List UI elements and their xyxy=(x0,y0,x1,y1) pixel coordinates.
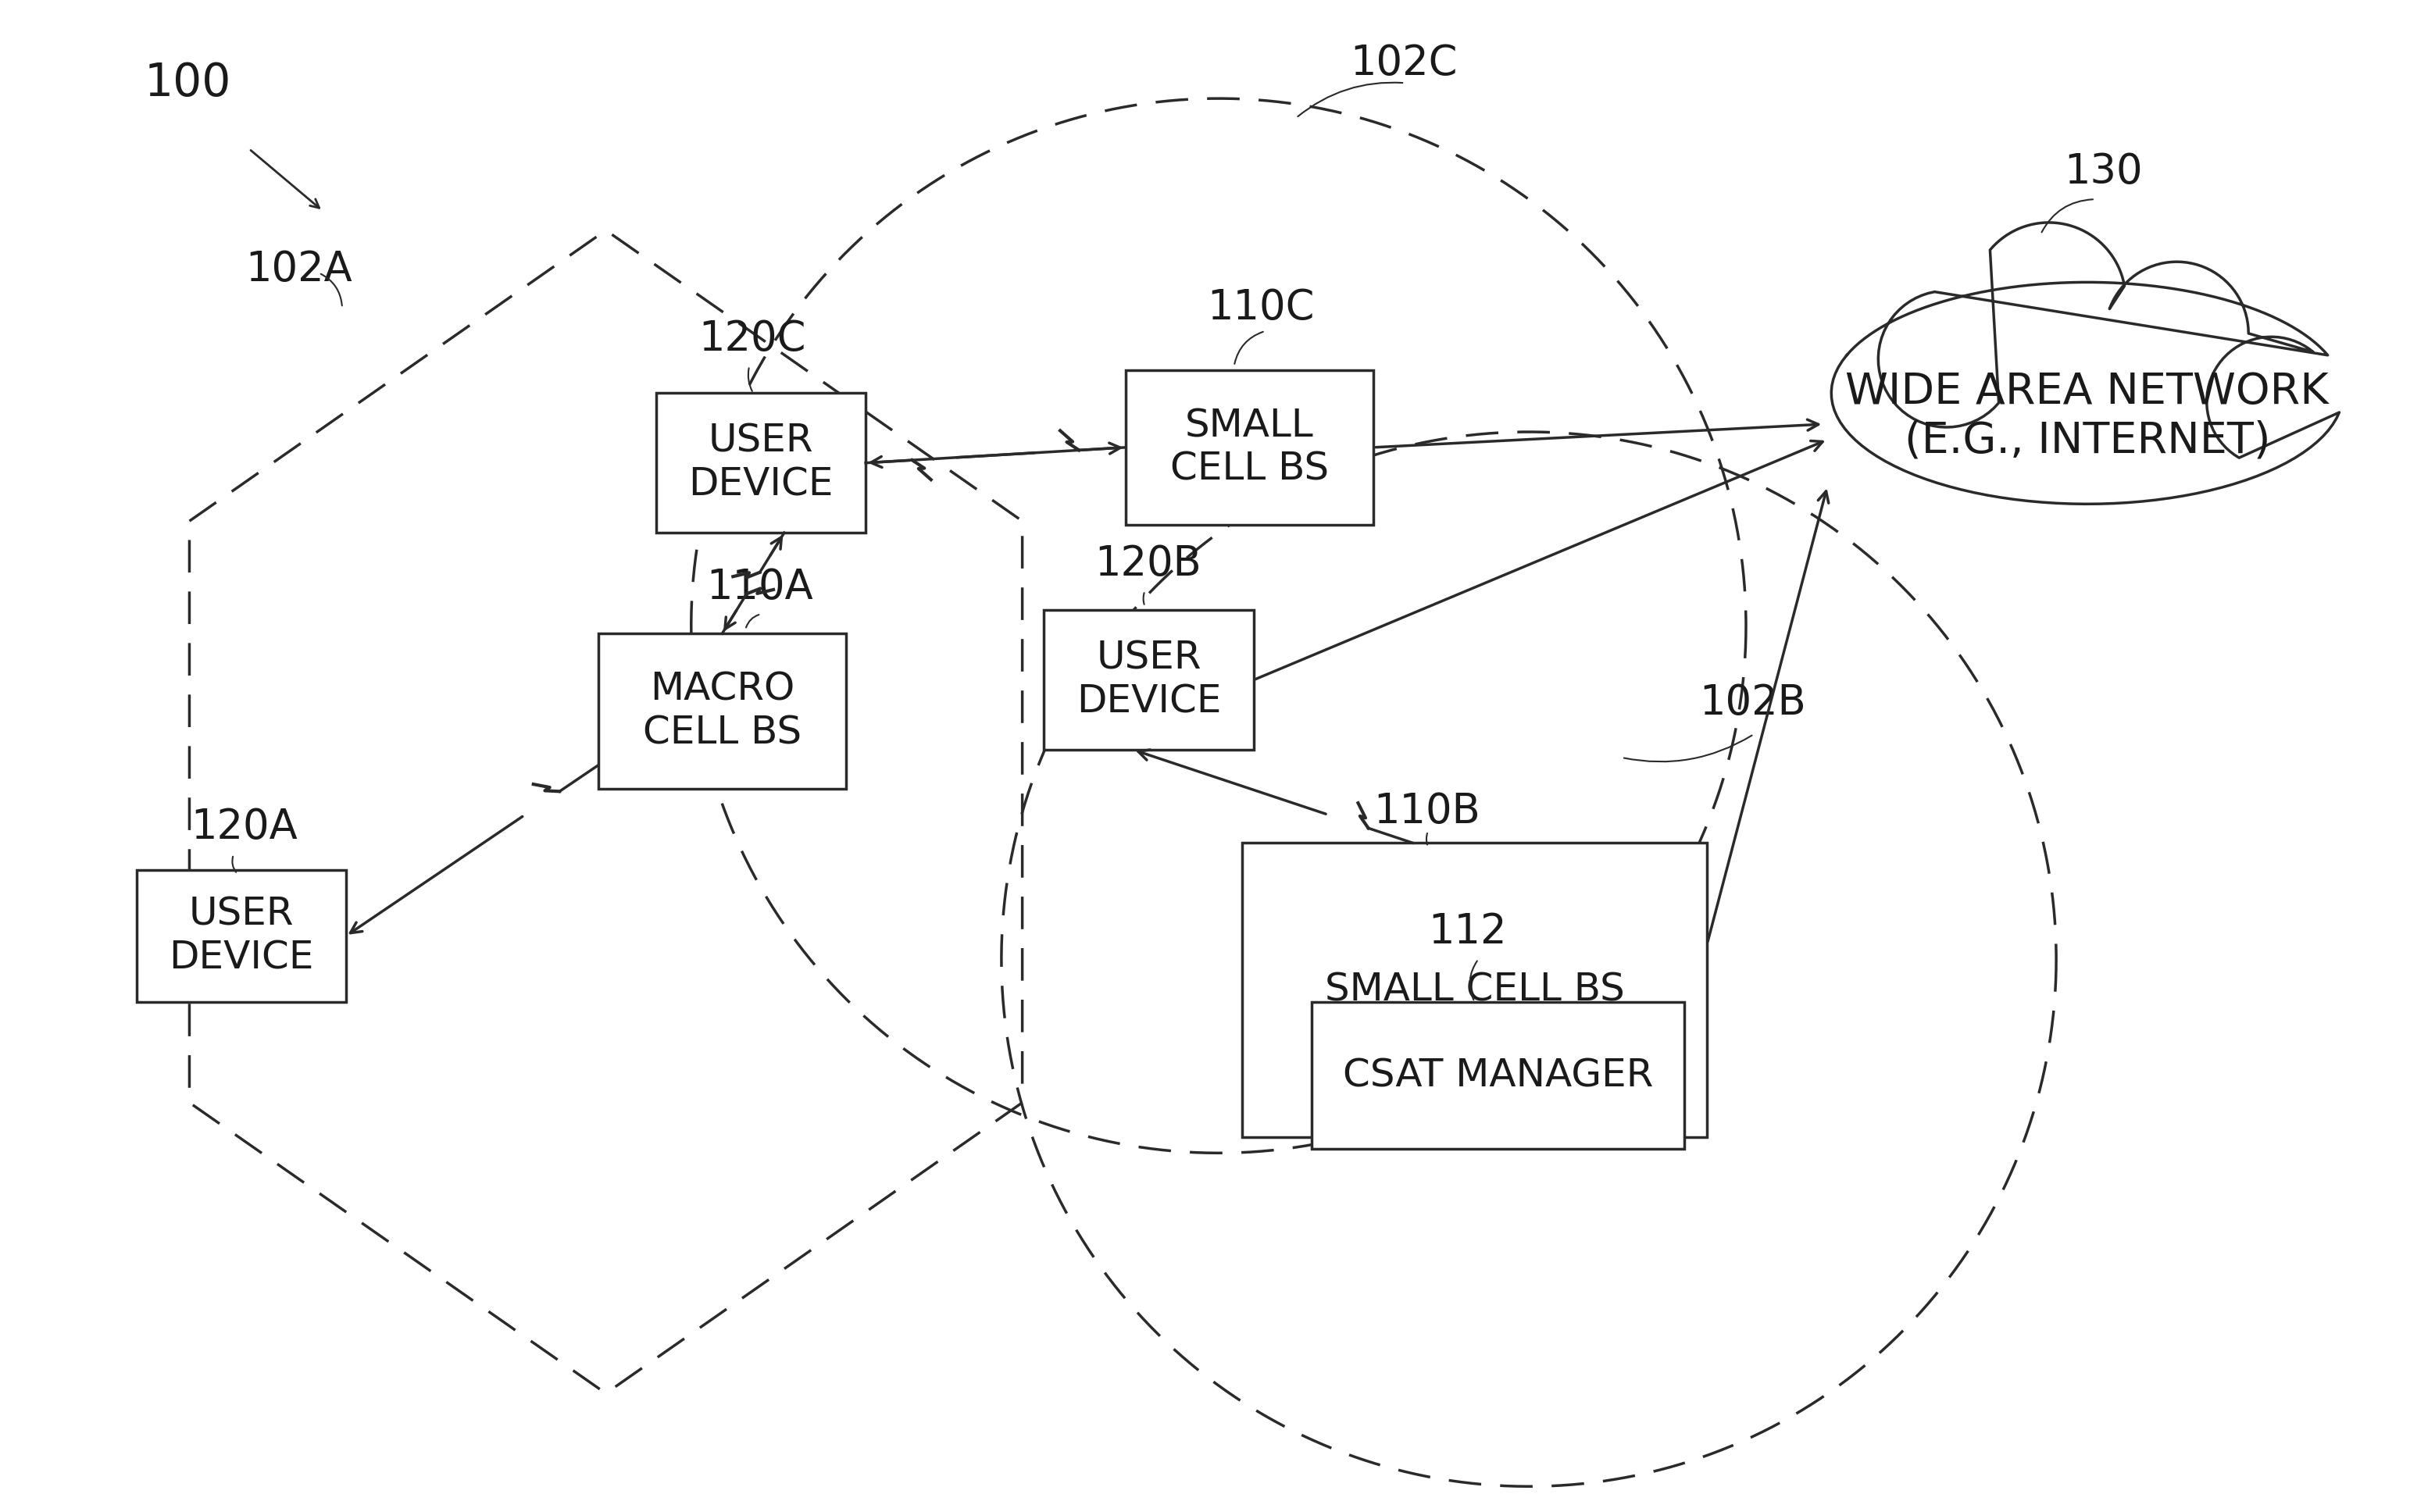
Text: CSAT MANAGER: CSAT MANAGER xyxy=(1342,1057,1653,1095)
Text: 110C: 110C xyxy=(1207,287,1313,328)
Bar xyxy=(1311,1002,1685,1149)
Text: 120B: 120B xyxy=(1094,543,1200,584)
Polygon shape xyxy=(1832,222,2340,503)
Text: SMALL
CELL BS: SMALL CELL BS xyxy=(1171,407,1328,488)
Text: 110B: 110B xyxy=(1374,791,1480,832)
Text: 100: 100 xyxy=(145,60,231,106)
Bar xyxy=(137,869,347,1002)
Text: USER
DEVICE: USER DEVICE xyxy=(689,422,834,503)
Bar xyxy=(1241,842,1706,1137)
Bar xyxy=(1125,370,1374,525)
Text: USER
DEVICE: USER DEVICE xyxy=(1077,640,1222,720)
Text: 130: 130 xyxy=(2063,151,2142,192)
Bar xyxy=(598,634,846,789)
Text: MACRO
CELL BS: MACRO CELL BS xyxy=(643,671,803,751)
Text: 112: 112 xyxy=(1429,912,1506,953)
Text: 102B: 102B xyxy=(1699,683,1805,724)
Text: 102A: 102A xyxy=(246,249,352,289)
Text: WIDE AREA NETWORK
(E.G., INTERNET): WIDE AREA NETWORK (E.G., INTERNET) xyxy=(1846,370,2328,461)
Text: 102C: 102C xyxy=(1350,44,1458,83)
Text: 110A: 110A xyxy=(706,567,815,608)
Text: SMALL CELL BS: SMALL CELL BS xyxy=(1326,971,1624,1009)
Text: 120A: 120A xyxy=(190,807,299,848)
Bar xyxy=(1044,611,1253,750)
Text: 120C: 120C xyxy=(699,319,807,360)
Bar xyxy=(656,393,865,532)
Text: USER
DEVICE: USER DEVICE xyxy=(169,895,313,977)
